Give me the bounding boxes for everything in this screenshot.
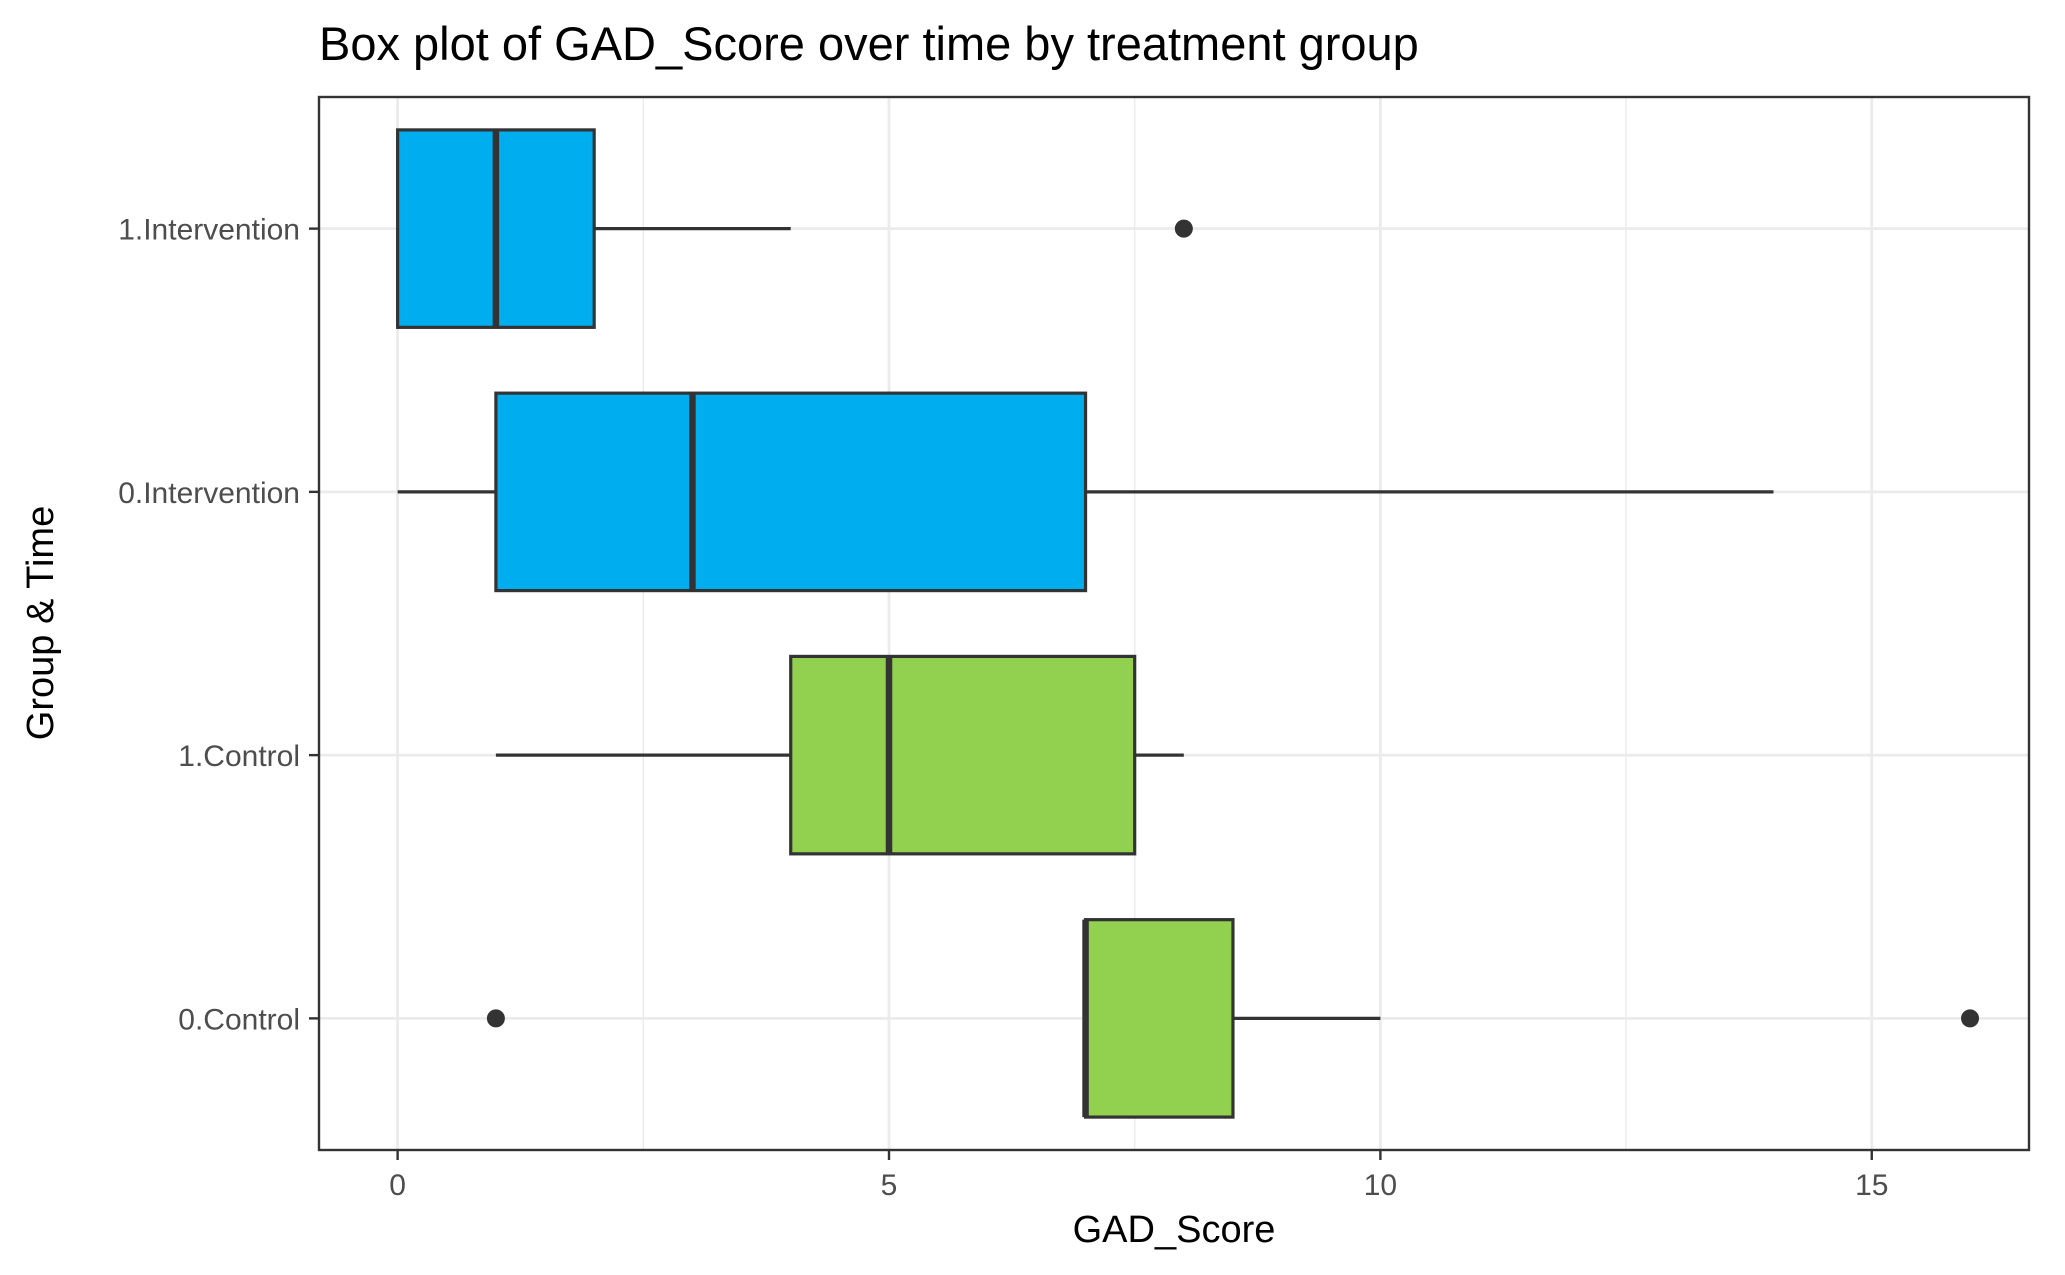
outlier-point (1174, 219, 1193, 238)
x-tick-label: 0 (389, 1169, 406, 1202)
box-0-intervention (397, 391, 1774, 593)
y-tick-label: 0.Control (178, 1003, 300, 1036)
x-tick-label: 5 (881, 1169, 898, 1202)
iqr-box (494, 391, 1088, 593)
x-axis-title: GAD_Score (1073, 1209, 1276, 1251)
outlier-point (1961, 1009, 1980, 1028)
box-1-control (495, 654, 1184, 856)
chart-title: Box plot of GAD_Score over time by treat… (319, 17, 1419, 70)
y-tick-label: 1.Intervention (118, 214, 300, 247)
y-tick-label: 0.Intervention (118, 477, 300, 510)
box-1-intervention (396, 128, 1193, 329)
axes-layer: 0 5 10 15 1.Intervention 0.Intervention 1.Cont… (118, 214, 1888, 1202)
outlier-point (486, 1009, 505, 1028)
x-tick-label: 15 (1855, 1169, 1888, 1202)
box-0-control (486, 918, 1980, 1119)
y-tick-label: 1.Control (178, 740, 300, 773)
plot-panel-border (317, 95, 2031, 1152)
iqr-box (1083, 918, 1235, 1119)
boxes-layer (396, 128, 1980, 1119)
x-tick-label: 10 (1364, 1169, 1397, 1202)
y-axis-title: Group & Time (20, 506, 62, 740)
iqr-box (789, 654, 1137, 856)
